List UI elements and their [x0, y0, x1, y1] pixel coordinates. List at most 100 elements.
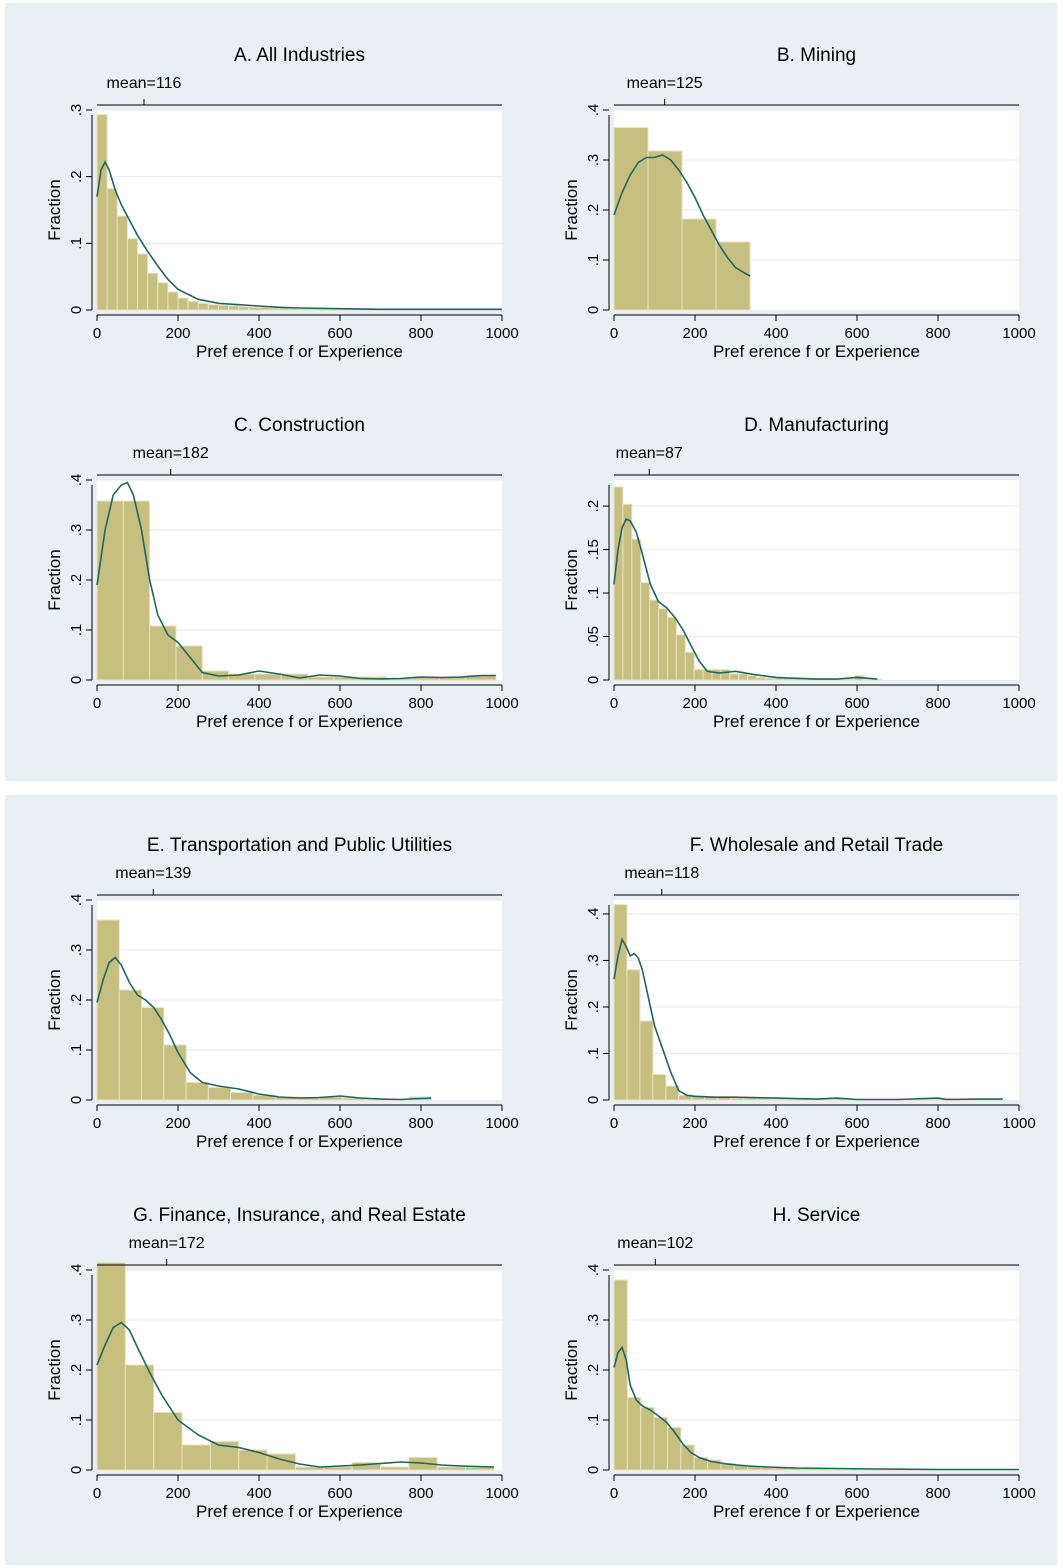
histogram-bar: [658, 608, 668, 681]
histogram-bar: [268, 307, 280, 311]
y-tick-label: 0: [585, 1096, 602, 1104]
x-tick-label: 200: [682, 1485, 707, 1502]
y-tick-label: .3: [68, 1314, 85, 1327]
histogram-bar: [613, 904, 628, 1101]
histogram-bar: [652, 1073, 667, 1101]
y-tick-label: .1: [585, 254, 602, 267]
y-tick-label: .3: [585, 954, 602, 967]
histogram-bar: [187, 300, 199, 311]
x-tick-label: 800: [408, 1115, 433, 1132]
histogram-bar: [163, 1044, 187, 1101]
histogram-bar: [626, 1397, 642, 1471]
y-tick-label: .2: [68, 574, 85, 587]
histogram-bar: [228, 305, 240, 311]
histogram-bar: [639, 1020, 654, 1101]
y-tick-label: .2: [585, 204, 602, 217]
histogram-bar: [693, 669, 704, 681]
histogram-bar: [756, 1098, 771, 1101]
mean-label: mean=182: [133, 445, 209, 462]
y-tick-label: .3: [585, 154, 602, 167]
histogram-bar: [613, 1279, 628, 1471]
y-tick-label: .4: [585, 908, 602, 921]
x-axis-title: Pref erence f or Experience: [196, 712, 403, 731]
chart-panel-6: 0 .1 .2 .3 .4 0 200 400 600 800 1000 mean=172 G. Fin…: [45, 1205, 519, 1521]
x-tick-label: 400: [246, 695, 271, 712]
y-tick-label: 0: [68, 1466, 85, 1474]
histogram-bar: [730, 1097, 745, 1101]
density-curve: [96, 160, 502, 311]
histogram-bar: [351, 1462, 381, 1471]
mean-label: mean=116: [107, 75, 182, 92]
x-tick-label: 600: [327, 695, 352, 712]
x-tick-label: 200: [682, 1115, 707, 1132]
y-tick-label: .1: [585, 587, 602, 600]
histogram-bar: [640, 1407, 655, 1471]
y-tick-label: 0: [585, 306, 602, 314]
y-tick-label: .4: [68, 1264, 85, 1277]
x-tick-label: 400: [763, 1485, 788, 1502]
y-tick-label: 0: [585, 1466, 602, 1474]
chart-panel-0: 0 .1 .2 .3 0 200 400 600 800 1000 mean=116 A. All I…: [45, 45, 519, 361]
chart-title: D. Manufacturing: [744, 415, 889, 436]
x-tick-label: 1000: [485, 1115, 518, 1132]
y-tick-label: .4: [68, 894, 85, 907]
mean-label: mean=125: [627, 75, 703, 92]
histogram-bar: [436, 1466, 467, 1471]
x-tick-label: 800: [408, 325, 433, 342]
x-tick-label: 200: [165, 325, 190, 342]
x-tick-label: 200: [165, 1115, 190, 1132]
chart-title: H. Service: [773, 1205, 861, 1226]
y-tick-label: .3: [68, 944, 85, 957]
histogram-bar: [124, 1364, 155, 1471]
histogram-bar: [665, 1085, 680, 1101]
x-tick-label: 800: [408, 695, 433, 712]
x-axis-title: Pref erence f or Experience: [713, 1132, 920, 1151]
density-curve: [96, 1321, 494, 1468]
histogram-bar: [773, 677, 784, 681]
y-tick-label: .3: [585, 1314, 602, 1327]
y-tick-label: .1: [68, 237, 85, 250]
x-tick-label: 400: [246, 325, 271, 342]
x-tick-label: 0: [93, 695, 101, 712]
chart-panel-2: 0 .1 .2 .3 .4 0 200 400 600 800 1000 mean=182 C. Con…: [45, 415, 519, 731]
x-tick-label: 0: [610, 695, 618, 712]
x-tick-label: 400: [763, 325, 788, 342]
y-axis-title: Fraction: [562, 1339, 581, 1400]
histogram-bar: [258, 306, 270, 311]
x-tick-label: 600: [327, 1485, 352, 1502]
x-tick-label: 1000: [485, 1485, 518, 1502]
histogram-bar: [613, 486, 624, 681]
histogram-bar: [681, 218, 717, 311]
x-tick-label: 1000: [1002, 325, 1035, 342]
x-tick-label: 800: [408, 1485, 433, 1502]
x-tick-label: 400: [763, 1115, 788, 1132]
x-tick-label: 800: [925, 695, 950, 712]
histogram-bar: [96, 114, 108, 311]
histogram-bar: [684, 651, 695, 681]
histogram-bar: [323, 1466, 353, 1471]
x-tick-label: 0: [93, 325, 101, 342]
y-tick-label: 0: [585, 676, 602, 684]
density-curve: [613, 937, 1003, 1101]
histogram-bar: [157, 282, 169, 311]
y-tick-label: .1: [68, 624, 85, 637]
x-tick-label: 800: [925, 1485, 950, 1502]
histogram-bar: [197, 302, 209, 311]
density-curve: [613, 518, 878, 680]
histogram-bar: [769, 1098, 783, 1101]
histogram-bar: [248, 306, 260, 311]
histogram-bar: [218, 304, 230, 311]
x-tick-label: 1000: [485, 325, 518, 342]
density-curve: [613, 154, 751, 277]
histogram-bar: [254, 673, 282, 681]
y-tick-label: .1: [585, 1047, 602, 1060]
y-tick-label: .1: [68, 1044, 85, 1057]
chart-title: G. Finance, Insurance, and Real Estate: [133, 1205, 466, 1226]
histogram-bar: [649, 599, 660, 681]
histogram-bar: [167, 291, 179, 311]
y-tick-label: .4: [585, 1264, 602, 1277]
y-tick-label: .1: [585, 1414, 602, 1427]
x-tick-label: 800: [925, 1115, 950, 1132]
x-tick-label: 600: [327, 325, 352, 342]
y-tick-label: .2: [585, 1001, 602, 1014]
